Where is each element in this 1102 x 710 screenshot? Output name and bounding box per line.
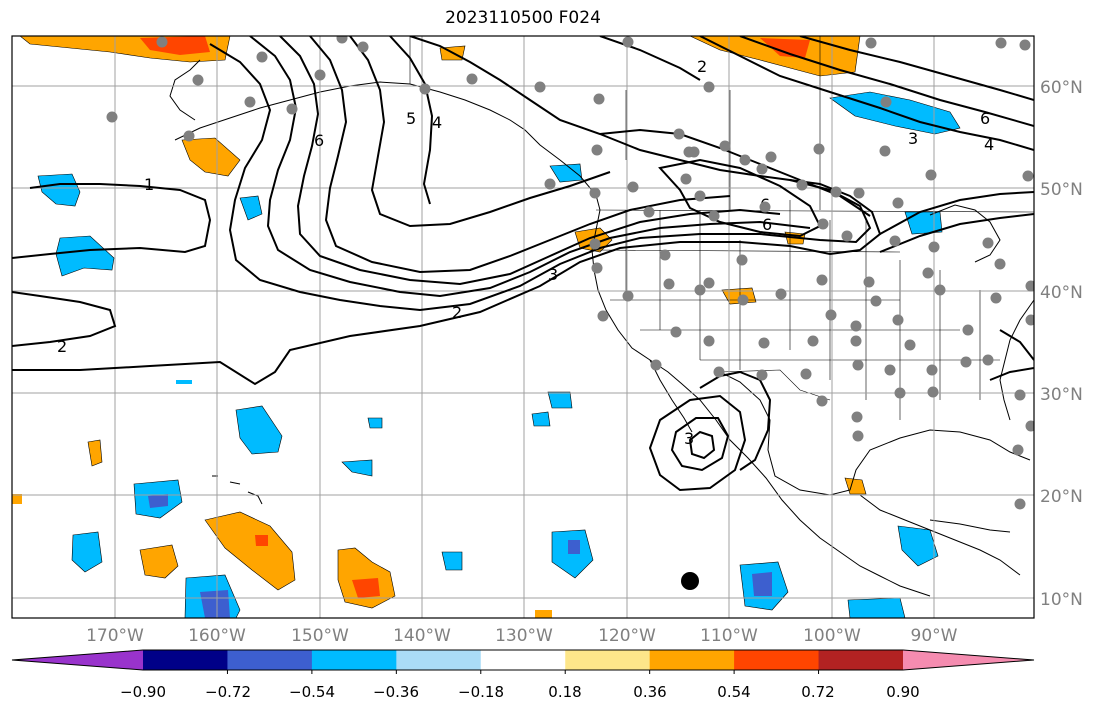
map-title: 2023110500 F024 xyxy=(445,8,601,28)
contour-label: 6 xyxy=(762,215,772,234)
colorbar-segment xyxy=(227,650,313,670)
contour-label: 6 xyxy=(314,131,324,150)
colorbar-tick-label: 0.36 xyxy=(633,683,666,701)
contour-label: 6 xyxy=(980,109,990,128)
contour-label: 2 xyxy=(57,337,67,356)
lat-label: 40°N xyxy=(1040,283,1083,303)
colorbar-tick-label: −0.18 xyxy=(458,683,504,701)
lon-label: 110°W xyxy=(700,626,758,646)
map-frame xyxy=(11,35,1035,619)
lon-label: 140°W xyxy=(393,626,451,646)
contour-label: 3 xyxy=(908,129,918,148)
colorbar-tick-label: −0.90 xyxy=(120,683,166,701)
contour-label: 4 xyxy=(984,135,994,154)
colorbar-segment xyxy=(649,650,735,670)
lat-label: 10°N xyxy=(1040,590,1083,610)
contour-label: 1 xyxy=(144,175,154,194)
lon-label: 90°W xyxy=(911,626,958,646)
contour-label: 5 xyxy=(406,109,416,128)
colorbar-tick-label: 0.72 xyxy=(801,683,834,701)
contour-label: 4 xyxy=(432,113,442,132)
contour-label: 2 xyxy=(697,57,707,76)
colorbar-tick-label: −0.72 xyxy=(205,683,251,701)
longitude-labels: 170°W 160°W 150°W 140°W 130°W 120°W 110°… xyxy=(86,626,958,646)
colorbar-segment xyxy=(396,650,482,670)
colorbar-tick-label: 0.54 xyxy=(717,683,750,701)
lon-label: 120°W xyxy=(598,626,656,646)
lon-label: 150°W xyxy=(291,626,349,646)
colorbar-segment xyxy=(143,650,228,670)
colorbar xyxy=(11,649,1035,674)
contour-label: 3 xyxy=(548,265,558,284)
colorbar-segment xyxy=(565,650,651,670)
map-background xyxy=(12,36,1034,618)
colorbar-right-arrow xyxy=(903,650,1034,670)
latitude-labels: 60°N 50°N 40°N 30°N 20°N 10°N xyxy=(1040,78,1083,610)
lat-label: 60°N xyxy=(1040,78,1083,98)
storm-center-marker xyxy=(681,572,699,590)
lat-lon-grid xyxy=(12,36,1034,618)
colorbar-segment xyxy=(480,650,566,670)
station-markers xyxy=(106,36,1034,510)
colorbar-tick-labels: −0.90 −0.72 −0.54 −0.36 −0.18 0.18 0.36 … xyxy=(120,683,920,701)
positive-anomaly-shading xyxy=(12,36,867,618)
colorbar-segment xyxy=(734,650,820,670)
colorbar-segment xyxy=(818,650,904,670)
coastlines xyxy=(169,59,1034,597)
colorbar-left-arrow xyxy=(12,650,143,670)
lat-label: 20°N xyxy=(1040,487,1083,507)
lat-label: 30°N xyxy=(1040,385,1083,405)
lon-label: 160°W xyxy=(188,626,246,646)
colorbar-tick-label: 0.18 xyxy=(548,683,581,701)
colorbar-tick-label: −0.36 xyxy=(373,683,419,701)
lat-label: 50°N xyxy=(1040,180,1083,200)
negative-anomaly-shading xyxy=(37,91,961,618)
lon-label: 130°W xyxy=(495,626,553,646)
colorbar-segment xyxy=(311,650,397,670)
colorbar-tick-label: 0.90 xyxy=(886,683,919,701)
lon-label: 170°W xyxy=(86,626,144,646)
contour-label: 3 xyxy=(684,429,694,448)
colorbar-tick-label: −0.54 xyxy=(289,683,335,701)
lon-label: 100°W xyxy=(803,626,861,646)
contour-lines xyxy=(12,36,1034,492)
contour-label: 2 xyxy=(452,303,462,322)
colorbar-outline xyxy=(11,649,1035,671)
